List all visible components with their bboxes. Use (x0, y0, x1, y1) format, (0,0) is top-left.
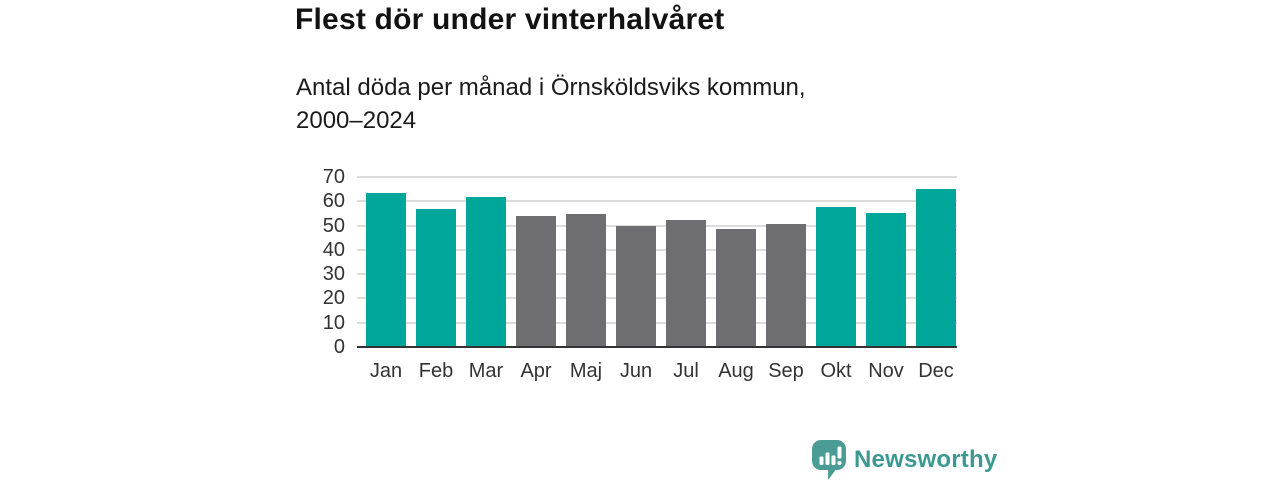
y-tick-label-30: 30 (322, 263, 345, 286)
bar-okt (816, 206, 856, 347)
bar-mar (466, 196, 506, 347)
x-tick-label-jan: Jan (369, 360, 403, 382)
newsworthy-logo-text: Newsworthy (854, 446, 998, 473)
y-tick-label-20: 20 (322, 287, 345, 310)
y-tick-label-40: 40 (322, 238, 345, 261)
bar-jun (616, 226, 656, 347)
x-tick-label-nov: Nov (868, 360, 904, 382)
chart-subtitle-line1: Antal döda per månad i Örnsköldsviks kom… (296, 74, 806, 101)
newsworthy-bubble-bar-chart-icon (812, 440, 846, 480)
y-tick-label-10: 10 (322, 311, 345, 334)
chart-subtitle-line2: 2000–2024 (296, 107, 417, 134)
y-tick-label-60: 60 (322, 190, 345, 213)
bar-nov (866, 213, 906, 347)
gridline-60 (357, 200, 957, 203)
chart-subtitle: Antal döda per månad i Örnsköldsviks kom… (296, 71, 806, 137)
x-tick-label-sep: Sep (768, 360, 804, 382)
gridline-20 (357, 297, 957, 300)
bar-jan (366, 193, 406, 347)
x-tick-label-jun: Jun (619, 360, 653, 382)
bar-dec (916, 189, 956, 347)
bar-jul (666, 219, 706, 347)
gridline-10 (357, 321, 957, 324)
x-tick-label-dec: Dec (918, 360, 954, 382)
bar-maj (566, 214, 606, 347)
gridline-70 (357, 176, 957, 178)
x-axis-line (357, 346, 957, 348)
y-tick-label-0: 0 (333, 336, 345, 358)
x-tick-label-okt: Okt (820, 360, 852, 382)
x-tick-label-jul: Jul (673, 360, 699, 382)
gridline-50 (357, 224, 957, 227)
chart-title: Flest dör under vinterhalvåret (295, 3, 725, 36)
gridline-40 (357, 248, 957, 251)
bar-apr (516, 216, 556, 347)
bar-aug (716, 228, 756, 347)
newsworthy-logo[interactable]: Newsworthy (812, 440, 997, 480)
bar-feb (416, 208, 456, 347)
x-tick-label-apr: Apr (520, 360, 552, 382)
x-tick-label-mar: Mar (468, 360, 504, 382)
gridline-30 (357, 273, 957, 276)
x-tick-label-feb: Feb (418, 360, 454, 382)
y-tick-label-70: 70 (322, 166, 345, 188)
bar-sep (766, 224, 806, 347)
x-tick-label-maj: Maj (569, 360, 603, 382)
y-tick-label-50: 50 (322, 214, 345, 237)
x-tick-label-aug: Aug (718, 360, 754, 382)
plot-area (357, 176, 957, 347)
